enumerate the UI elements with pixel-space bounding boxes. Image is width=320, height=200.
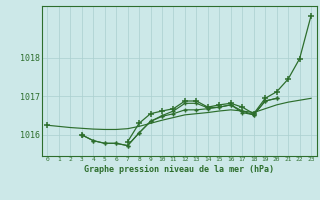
X-axis label: Graphe pression niveau de la mer (hPa): Graphe pression niveau de la mer (hPa): [84, 165, 274, 174]
